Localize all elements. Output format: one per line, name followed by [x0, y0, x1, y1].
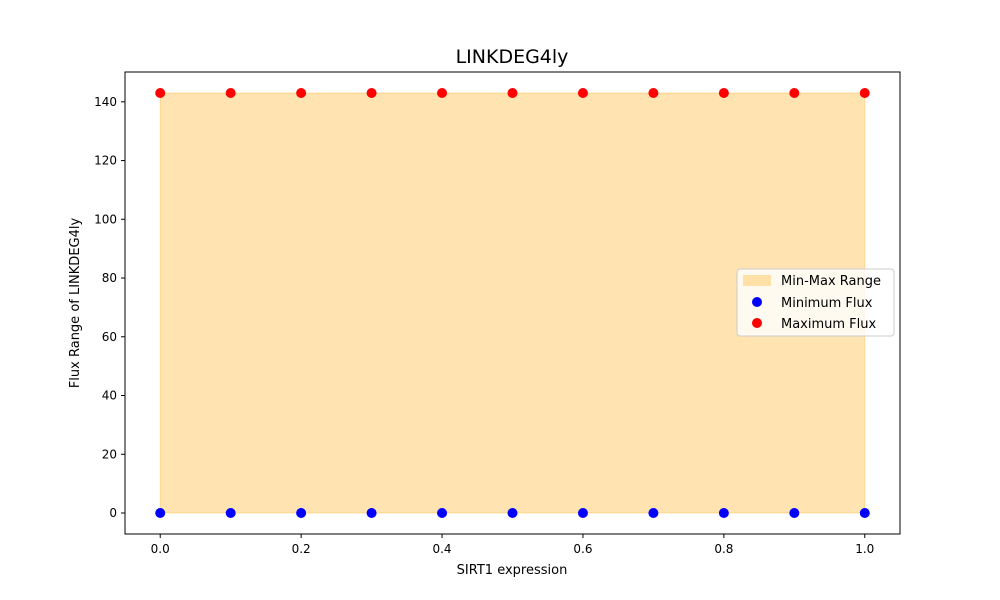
legend-swatch-range	[743, 275, 771, 286]
y-tick-label: 120	[94, 154, 117, 168]
min-flux-point	[577, 508, 588, 518]
x-axis-label: SIRT1 expression	[457, 563, 568, 578]
y-tick-label: 40	[102, 389, 117, 403]
y-axis: 0 20 40 60 80 100 120 140	[94, 95, 125, 520]
max-flux-point	[366, 88, 377, 98]
x-tick-label: 0.4	[432, 542, 451, 556]
max-flux-point	[507, 88, 518, 98]
legend-label-max: Maximum Flux	[781, 317, 877, 332]
legend-marker-min	[752, 297, 762, 307]
y-tick-label: 0	[109, 506, 117, 520]
y-tick-label: 140	[94, 95, 117, 109]
max-flux-point	[648, 88, 659, 98]
x-tick-label: 0.0	[151, 542, 170, 556]
y-tick-label: 80	[102, 271, 117, 285]
min-flux-point	[225, 508, 236, 518]
max-flux-point	[437, 88, 448, 98]
x-axis: 0.0 0.2 0.4 0.6 0.8 1.0	[151, 534, 874, 556]
min-flux-point	[789, 508, 800, 518]
plot-border	[124, 71, 901, 535]
max-flux-point	[155, 88, 166, 98]
min-flux-point	[296, 508, 307, 518]
y-tick-label: 60	[102, 330, 117, 344]
min-flux-point	[437, 508, 448, 518]
y-tick-label: 100	[94, 212, 117, 226]
x-tick-label: 0.2	[292, 542, 311, 556]
legend-marker-max	[752, 318, 762, 328]
legend: Min-Max Range Minimum Flux Maximum Flux	[736, 268, 895, 337]
min-flux-point	[648, 508, 659, 518]
y-axis-label: Flux Range of LINKDEG4ly	[68, 218, 83, 389]
x-tick-label: 0.8	[714, 542, 733, 556]
min-flux-point	[155, 508, 166, 518]
max-flux-point	[859, 88, 870, 98]
max-flux-point	[718, 88, 729, 98]
max-flux-point	[296, 88, 307, 98]
legend-label-min: Minimum Flux	[781, 296, 873, 311]
min-flux-point	[718, 508, 729, 518]
legend-box	[736, 268, 895, 337]
min-flux-point	[507, 508, 518, 518]
max-flux-point	[577, 88, 588, 98]
min-flux-point	[366, 508, 377, 518]
max-flux-point	[225, 88, 236, 98]
legend-label-range: Min-Max Range	[781, 274, 881, 289]
x-tick-label: 0.6	[573, 542, 592, 556]
y-tick-label: 20	[102, 447, 117, 461]
chart-title: LINKDEG4ly	[456, 46, 569, 68]
x-tick-label: 1.0	[855, 542, 874, 556]
min-flux-point	[859, 508, 870, 518]
max-flux-point	[789, 88, 800, 98]
